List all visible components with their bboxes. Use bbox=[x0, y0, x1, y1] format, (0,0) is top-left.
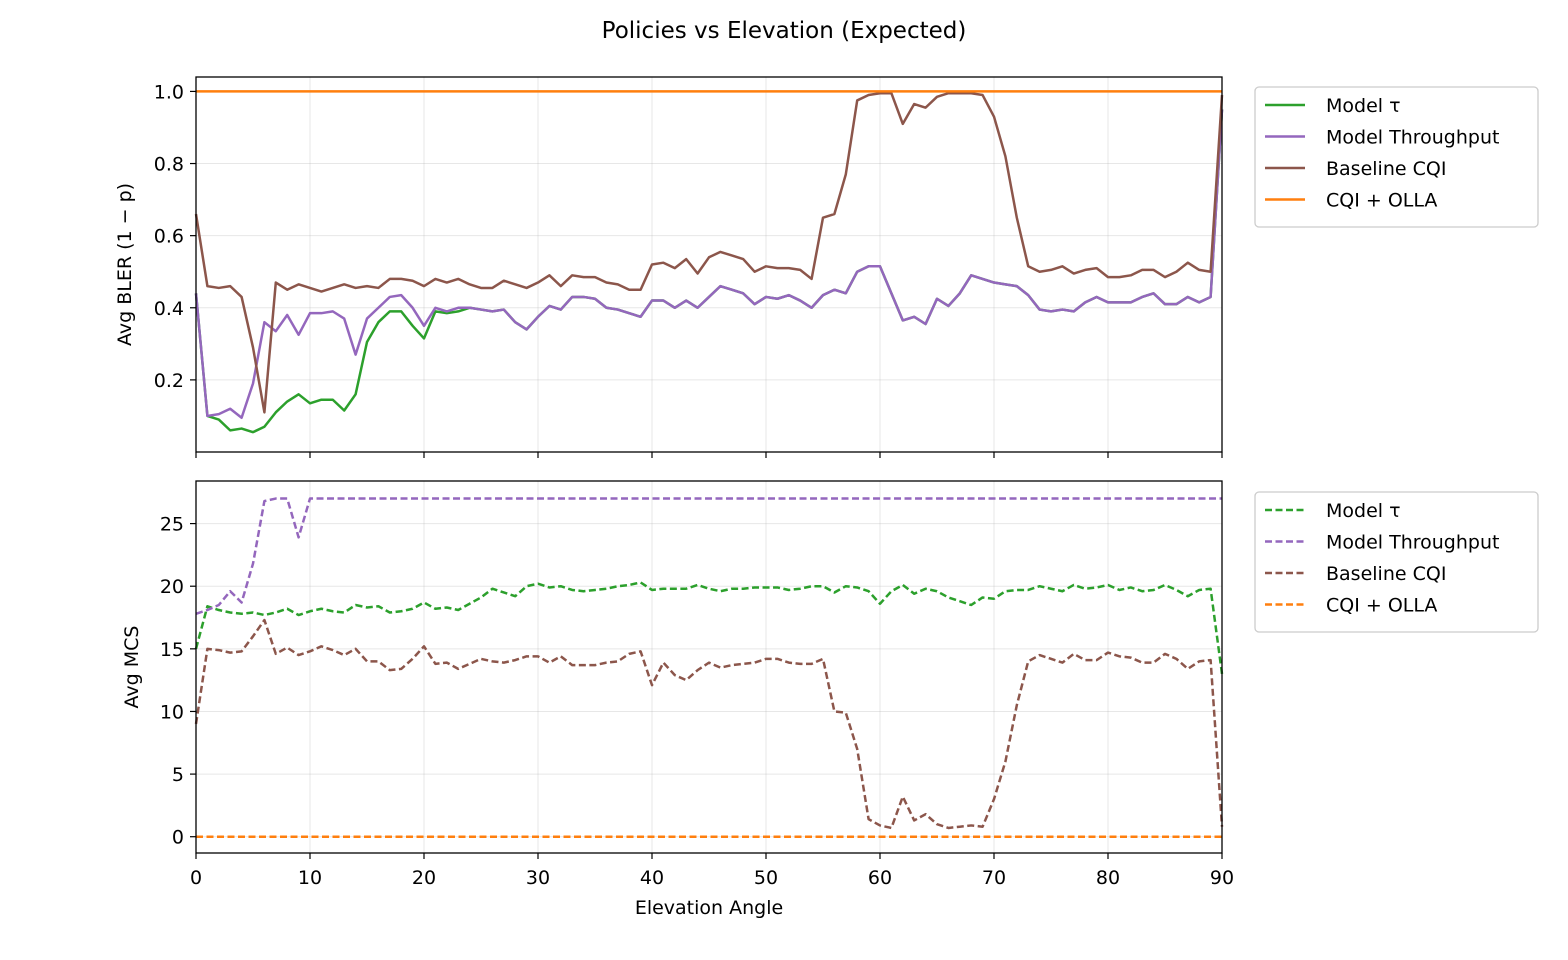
series-line-baseline-cqi bbox=[194, 618, 1224, 830]
bottom-legend: Model τ Model Throughput Baseline CQI CQI +… bbox=[1254, 491, 1539, 633]
legend-label: CQI + OLLA bbox=[1326, 190, 1437, 212]
series-line-model-throughput bbox=[195, 497, 1222, 615]
x-tick-label: 0 bbox=[190, 867, 202, 889]
y-tick-label: 5 bbox=[172, 764, 184, 786]
legend-frame bbox=[1254, 491, 1539, 633]
y-tick-label: 0.4 bbox=[154, 298, 184, 320]
series-line-baseline-cqi bbox=[194, 91, 1224, 414]
bottom-y-axis-label: Avg MCS bbox=[121, 626, 143, 709]
y-tick-label: 0.2 bbox=[154, 370, 184, 392]
top-series-lines bbox=[194, 90, 1224, 434]
legend-frame bbox=[1254, 86, 1539, 228]
legend-label: Model Throughput bbox=[1326, 127, 1499, 149]
bottom-axes-frame bbox=[195, 480, 1223, 854]
top-x-ticks bbox=[195, 452, 1223, 458]
x-tick-label: 30 bbox=[526, 867, 550, 889]
top-panel: 0.2 0.4 0.6 0.8 1.0 Avg BLER (1 − p) Model τ… bbox=[114, 76, 1539, 458]
series-line-model-throughput bbox=[194, 109, 1224, 419]
chart-title: Policies vs Elevation (Expected) bbox=[602, 18, 967, 44]
y-tick-label: 1.0 bbox=[154, 81, 184, 103]
x-tick-label: 10 bbox=[298, 867, 322, 889]
bottom-y-ticks: 0 5 10 15 20 25 bbox=[160, 514, 196, 849]
series-line-model bbox=[194, 581, 1224, 675]
y-tick-label: 20 bbox=[160, 576, 184, 598]
y-tick-label: 25 bbox=[160, 514, 184, 536]
legend-label: Model τ bbox=[1326, 500, 1401, 522]
bottom-x-ticks: 0 10 20 30 40 50 60 70 80 90 bbox=[190, 853, 1234, 889]
y-tick-label: 0.6 bbox=[154, 226, 184, 248]
x-tick-label: 50 bbox=[754, 867, 778, 889]
x-tick-label: 40 bbox=[640, 867, 664, 889]
legend-label: Baseline CQI bbox=[1326, 158, 1446, 180]
top-y-axis-label: Avg BLER (1 − p) bbox=[114, 183, 136, 346]
x-tick-label: 60 bbox=[868, 867, 892, 889]
x-tick-label: 70 bbox=[982, 867, 1006, 889]
bottom-series-lines bbox=[194, 497, 1224, 838]
y-tick-label: 0 bbox=[172, 827, 184, 849]
x-tick-label: 90 bbox=[1210, 867, 1234, 889]
x-tick-label: 20 bbox=[412, 867, 436, 889]
top-y-ticks: 0.2 0.4 0.6 0.8 1.0 bbox=[154, 81, 196, 392]
legend-label: Model τ bbox=[1326, 95, 1401, 117]
legend-label: CQI + OLLA bbox=[1326, 595, 1437, 617]
top-legend: Model τ Model Throughput Baseline CQI CQI +… bbox=[1254, 86, 1539, 228]
legend-label: Baseline CQI bbox=[1326, 563, 1446, 585]
x-axis-label: Elevation Angle bbox=[635, 897, 783, 919]
x-tick-label: 80 bbox=[1096, 867, 1120, 889]
y-tick-label: 15 bbox=[160, 639, 184, 661]
legend-label: Model Throughput bbox=[1326, 532, 1499, 554]
y-tick-label: 10 bbox=[160, 701, 184, 723]
top-axes-frame bbox=[195, 76, 1223, 453]
y-tick-label: 0.8 bbox=[154, 154, 184, 176]
bottom-panel: 0 10 20 30 40 50 60 70 80 90 0 5 10 15 20 25 Avg MCS M… bbox=[121, 480, 1539, 889]
